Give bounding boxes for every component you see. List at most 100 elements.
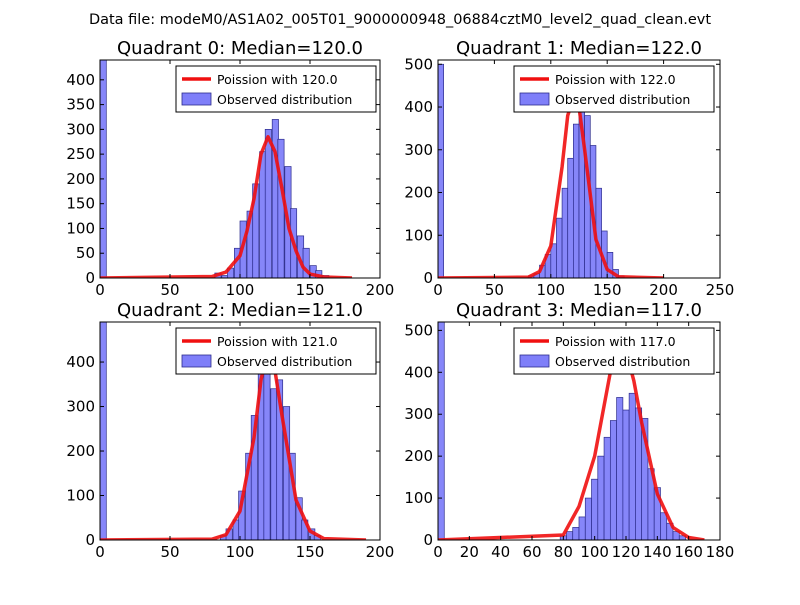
y-tick-label: 100 [404, 226, 433, 244]
histogram-bar [438, 322, 445, 540]
plot-area [100, 322, 367, 540]
poisson-fit-line [438, 347, 705, 540]
y-tick-label: 350 [66, 96, 95, 114]
histogram-bar [622, 409, 630, 540]
y-tick-label: 0 [85, 269, 95, 287]
y-tick-label: 400 [404, 98, 433, 116]
y-tick-label: 200 [66, 170, 95, 188]
y-tick-label: 50 [76, 244, 95, 262]
histogram-bar [295, 497, 303, 540]
x-tick-label: 100 [226, 543, 255, 561]
legend-bar-swatch [519, 354, 550, 368]
legend: Poission with 120.0 Observed distribution [175, 65, 377, 113]
histogram-bar [264, 129, 272, 278]
plot-area [438, 63, 664, 278]
legend-label-fit: Poission with 122.0 [555, 72, 676, 87]
figure-title: Data file: modeM0/AS1A02_005T01_90000009… [89, 12, 711, 28]
chart-quadrant-2: 0 50 100 150 200 0 100 200 300 400 Quadrant 2: Med… [66, 300, 394, 561]
y-tick-label: 100 [66, 219, 95, 237]
poisson-fit-line [100, 346, 367, 540]
x-tick-label: 200 [649, 281, 678, 299]
chart-title: Quadrant 0: Median=120.0 [117, 38, 363, 59]
x-tick-label: 150 [296, 281, 325, 299]
histogram-bar [572, 527, 580, 540]
y-tick-label: 200 [66, 442, 95, 460]
x-tick-label: 200 [366, 281, 395, 299]
chart-quadrant-3: 0 20 40 60 80 100 120 140 160 1800100200300400500… [404, 300, 734, 561]
histogram-bar [550, 243, 557, 278]
legend-bar-swatch [181, 92, 212, 106]
legend-label-observed: Observed distribution [217, 92, 352, 107]
x-tick-label: 150 [593, 281, 622, 299]
y-tick-label: 0 [423, 269, 433, 287]
y-tick-label: 100 [66, 487, 95, 505]
legend: Poission with 121.0 Observed distribution [175, 327, 377, 375]
x-tick-label: 120 [612, 543, 641, 561]
y-tick-label: 300 [404, 405, 433, 423]
x-tick-label: 180 [706, 543, 735, 561]
plot-area [100, 60, 353, 278]
histogram-bar [567, 157, 574, 278]
x-tick-label: 100 [536, 281, 565, 299]
histogram-bar [603, 436, 611, 540]
x-tick-label: 0 [95, 543, 105, 561]
histogram-bar [635, 407, 643, 540]
histogram-bar [616, 397, 624, 540]
histogram-bar [578, 516, 586, 540]
axes-frame [437, 59, 721, 279]
chart-title: Quadrant 1: Median=122.0 [456, 38, 702, 59]
y-tick-label: 100 [404, 489, 433, 507]
y-tick-label: 200 [404, 184, 433, 202]
y-tick-label: 200 [404, 447, 433, 465]
histogram-bar [100, 60, 107, 278]
histogram-bar [597, 455, 605, 540]
x-tick-label: 250 [706, 281, 735, 299]
histogram-bar [438, 63, 444, 278]
histogram-bar [584, 497, 592, 540]
x-tick-label: 160 [674, 543, 703, 561]
poisson-fit-line [100, 135, 353, 278]
legend: Poission with 122.0 Observed distribution [513, 65, 715, 113]
legend-label-observed: Observed distribution [217, 354, 352, 369]
x-tick-label: 100 [226, 281, 255, 299]
x-tick-label: 0 [95, 281, 105, 299]
chart-quadrant-0: 0 50 100 150 200 0 50 100 150 200 250 300 350 400 Quad… [66, 38, 394, 299]
y-tick-label: 500 [404, 55, 433, 73]
x-tick-label: 40 [491, 543, 510, 561]
chart-panels: 0 50 100 150 200050100150200250300350400Quad… [66, 38, 734, 561]
y-tick-label: 0 [423, 531, 433, 549]
legend-bar-swatch [519, 92, 550, 106]
histogram-bar [591, 478, 599, 540]
x-tick-label: 100 [580, 543, 609, 561]
x-tick-label: 60 [522, 543, 541, 561]
x-tick-label: 20 [460, 543, 479, 561]
histogram-bar [561, 187, 569, 278]
histogram-bar [277, 138, 285, 278]
histogram-bar [628, 392, 636, 540]
y-tick-label: 250 [66, 145, 95, 163]
histogram-bar [573, 123, 580, 278]
chart-quadrant-1: 0 50 100 150 200 250 0 100 200 300 400 500 Quadrant … [404, 38, 734, 299]
x-tick-label: 50 [160, 543, 179, 561]
x-tick-label: 0 [433, 543, 443, 561]
legend-label-fit: Poission with 121.0 [217, 334, 338, 349]
histogram-bar [556, 217, 563, 278]
x-tick-label: 50 [160, 281, 179, 299]
chart-title: Quadrant 2: Median=121.0 [117, 300, 363, 321]
x-tick-label: 140 [643, 543, 672, 561]
y-tick-label: 150 [66, 195, 95, 213]
y-tick-label: 400 [66, 353, 95, 371]
y-tick-label: 500 [404, 321, 433, 339]
legend-bar-swatch [181, 354, 212, 368]
x-tick-label: 150 [296, 543, 325, 561]
y-tick-label: 300 [404, 141, 433, 159]
histogram-bar [100, 322, 107, 540]
legend-label-observed: Observed distribution [555, 354, 690, 369]
x-tick-label: 200 [366, 543, 395, 561]
chart-title: Quadrant 3: Median=117.0 [456, 300, 702, 321]
y-tick-label: 400 [404, 363, 433, 381]
x-tick-label: 80 [554, 543, 573, 561]
y-tick-label: 300 [66, 398, 95, 416]
y-tick-label: 300 [66, 120, 95, 138]
